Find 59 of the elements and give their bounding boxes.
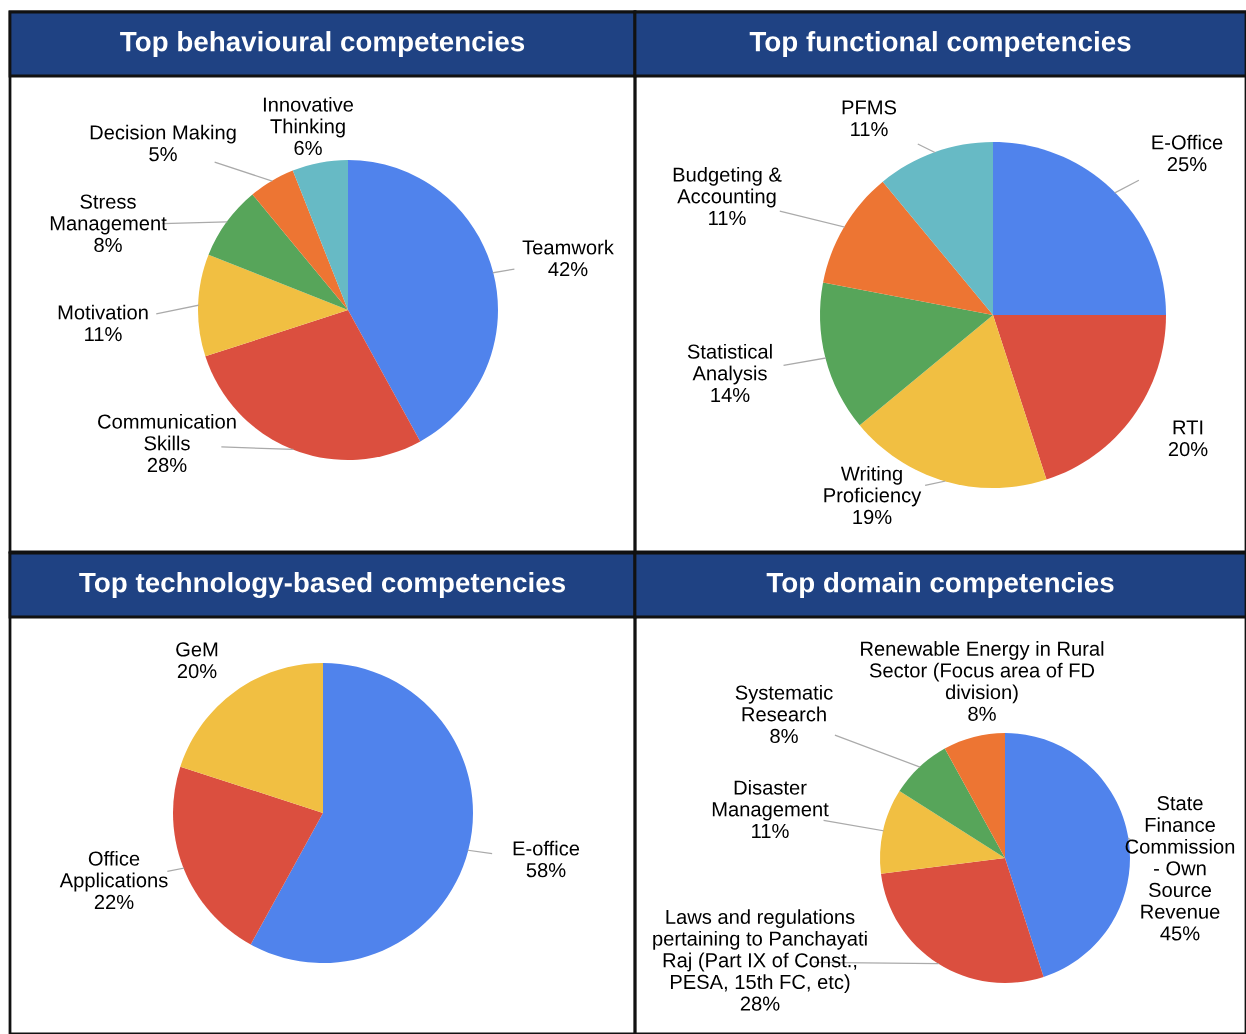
pie-slice bbox=[292, 160, 348, 310]
data-label: 28% bbox=[147, 457, 187, 473]
slice-label: Decision Making bbox=[90, 124, 236, 144]
pie-slice bbox=[208, 194, 348, 310]
data-label: 8% bbox=[94, 237, 122, 253]
data-label: 8% bbox=[968, 706, 996, 721]
data-label: 42% bbox=[548, 261, 588, 277]
pie-slice bbox=[823, 181, 993, 315]
pie-slice bbox=[173, 766, 323, 945]
data-label: 22% bbox=[94, 894, 134, 910]
pie-slice bbox=[880, 791, 1005, 874]
slice-label: Renewable Energy in Rural Sector (Focus area of FD division) bbox=[861, 641, 1104, 704]
data-label: 20% bbox=[1168, 441, 1208, 457]
slice-label: Laws and regulations pertaining to Panchayati Raj (Part IX of Const., PESA, 15th FC, etc) bbox=[653, 909, 867, 994]
data-label: 11% bbox=[851, 122, 888, 137]
slice-label: Teamwork bbox=[522, 239, 614, 255]
data-label: 28% bbox=[740, 996, 780, 1011]
data-label: 58% bbox=[526, 862, 566, 878]
pie-slice bbox=[882, 142, 993, 315]
data-label: 11% bbox=[709, 210, 746, 226]
slice-label: PFMS bbox=[842, 100, 897, 115]
pie-slice bbox=[993, 315, 1166, 480]
chart-title: Top domain competencies bbox=[766, 572, 1114, 598]
chart-title: Top technology-based competencies bbox=[79, 571, 565, 599]
slice-label: Systematic Research bbox=[735, 684, 833, 722]
slice-label: RTI bbox=[1173, 420, 1203, 435]
pie-slice bbox=[348, 160, 498, 442]
slice-label: Disaster Management bbox=[712, 779, 829, 821]
slice-label: Writing Proficiency bbox=[824, 465, 922, 507]
pie-slice bbox=[198, 254, 348, 357]
slice-label: Innovative Thinking bbox=[263, 96, 354, 138]
pie-slice bbox=[820, 282, 993, 426]
data-label: 45% bbox=[1160, 926, 1200, 941]
data-label: 20% bbox=[177, 663, 217, 679]
pie-slice bbox=[944, 733, 1005, 858]
slice-label: E-office bbox=[513, 840, 580, 856]
slice-label: E-Office bbox=[1152, 134, 1223, 150]
data-label: 6% bbox=[294, 140, 322, 156]
data-label: 11% bbox=[85, 327, 122, 342]
data-label: 19% bbox=[853, 509, 892, 525]
pie-slice bbox=[252, 170, 348, 310]
data-label: 14% bbox=[711, 387, 750, 403]
slice-label: Motivation bbox=[58, 304, 148, 320]
chart-title: Top functional competencies bbox=[749, 31, 1131, 57]
slice-label: Office Applications bbox=[59, 850, 168, 892]
slice-label: Communication Skills bbox=[98, 413, 236, 451]
slice-label: GeM bbox=[176, 642, 218, 657]
data-label: 25% bbox=[1167, 156, 1207, 172]
pie-slice bbox=[880, 858, 1044, 983]
pie-slice bbox=[899, 748, 1005, 858]
data-label: 5% bbox=[149, 147, 177, 162]
slice-label: Budgeting & Accounting bbox=[673, 166, 782, 208]
pie-slice bbox=[180, 663, 323, 813]
slice-label: Statistical Analysis bbox=[687, 343, 772, 385]
pie-slice bbox=[250, 663, 473, 963]
slice-label: Stress Management bbox=[50, 194, 167, 235]
data-label: 8% bbox=[770, 728, 798, 744]
chart-title: Top behavioural competencies bbox=[120, 31, 525, 57]
data-label: 11% bbox=[752, 823, 789, 839]
